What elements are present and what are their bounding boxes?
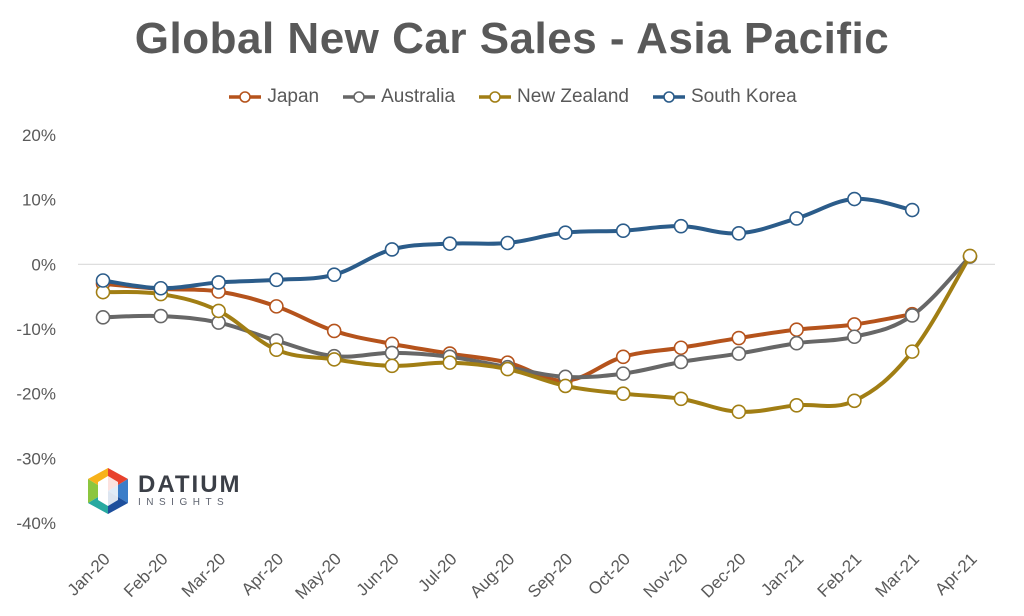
x-tick-label: Dec-20 (697, 549, 749, 601)
logo-name: DATIUM (138, 471, 242, 498)
data-point-south-korea (500, 235, 515, 251)
data-point-australia (904, 308, 920, 323)
data-point-japan (615, 349, 631, 365)
data-point-new-zealand (847, 393, 862, 409)
x-tick-label: Mar-21 (872, 549, 924, 601)
data-point-new-zealand (211, 303, 226, 319)
data-point-australia (731, 346, 747, 361)
data-point-new-zealand (673, 391, 689, 407)
data-point-new-zealand (269, 342, 284, 357)
data-point-south-korea (847, 191, 862, 207)
data-point-south-korea (95, 273, 111, 288)
data-point-south-korea (211, 275, 226, 290)
datium-logo-mark-icon (88, 468, 128, 514)
x-tick-label: Jun-20 (353, 549, 403, 599)
series-line-australia (101, 254, 972, 380)
x-tick-label: Feb-20 (120, 549, 172, 601)
legend: Japan Australia New Zealand South Korea (0, 86, 1024, 108)
x-tick-label: Apr-21 (931, 549, 981, 599)
legend-label: South Korea (691, 86, 797, 107)
y-tick-label: -30% (16, 449, 56, 468)
y-tick-label: 0% (31, 255, 56, 274)
x-tick-label: Jul-20 (414, 549, 460, 595)
legend-swatch (479, 91, 512, 103)
data-point-japan (673, 340, 689, 356)
data-point-new-zealand (615, 386, 631, 401)
data-point-south-korea (326, 267, 342, 282)
y-tick-label: 10% (22, 191, 56, 210)
data-point-south-korea (558, 225, 573, 240)
data-point-new-zealand (500, 361, 515, 377)
x-tick-label: Aug-20 (466, 549, 518, 601)
legend-swatch (653, 91, 685, 103)
data-point-south-korea (904, 202, 920, 218)
data-point-new-zealand (962, 248, 978, 264)
data-point-australia (95, 310, 111, 325)
x-tick-label: Nov-20 (640, 549, 692, 601)
legend-item-japan: Japan (227, 86, 319, 108)
logo-subtitle: INSIGHTS (138, 497, 230, 508)
y-tick-label: -20% (16, 385, 56, 404)
data-point-south-korea (731, 225, 747, 241)
data-point-japan (847, 317, 862, 332)
legend-label: Japan (267, 86, 320, 107)
x-tick-label: May-20 (292, 549, 346, 603)
data-point-new-zealand (442, 355, 458, 370)
data-point-new-zealand (904, 344, 920, 359)
data-point-australia (153, 308, 169, 324)
data-point-south-korea (153, 280, 169, 296)
data-point-new-zealand (326, 352, 342, 367)
datium-logo: DATIUM INSIGHTS (86, 466, 242, 516)
data-point-south-korea (615, 223, 631, 239)
x-tick-label: Feb-21 (814, 549, 866, 601)
data-point-australia (789, 335, 804, 351)
legend-item-australia: Australia (341, 86, 455, 108)
legend-label: Australia (381, 86, 456, 107)
data-point-south-korea (442, 236, 458, 251)
x-tick-label: Sep-20 (524, 549, 576, 601)
data-point-new-zealand (789, 398, 804, 413)
legend-swatch (229, 91, 262, 103)
y-tick-label: -10% (16, 320, 56, 339)
data-point-japan (326, 323, 342, 339)
data-point-australia (847, 329, 862, 345)
data-point-australia (673, 354, 689, 370)
data-point-japan (789, 322, 804, 337)
legend-label: New Zealand (517, 86, 629, 107)
data-point-australia (615, 366, 631, 381)
x-tick-label: Mar-20 (178, 549, 230, 601)
data-point-japan (269, 299, 284, 314)
y-tick-label: 20% (22, 126, 56, 145)
y-tick-label: -40% (16, 514, 56, 533)
chart-title: Global New Car Sales - Asia Pacific (134, 14, 890, 63)
data-point-south-korea (789, 211, 804, 226)
data-point-new-zealand (558, 378, 573, 394)
x-tick-label: Jan-21 (757, 549, 807, 599)
legend-swatch (343, 91, 376, 103)
data-point-south-korea (673, 218, 689, 234)
legend-item-south-korea: South Korea (651, 86, 797, 108)
x-tick-label: Apr-20 (238, 549, 288, 599)
data-point-south-korea (384, 242, 400, 257)
data-point-south-korea (269, 272, 284, 288)
data-point-new-zealand (731, 404, 747, 420)
data-point-new-zealand (384, 358, 400, 374)
x-tick-label: Oct-20 (585, 549, 635, 599)
series-line-new-zealand (101, 253, 972, 414)
x-tick-label: Jan-20 (64, 549, 114, 599)
data-point-australia (384, 345, 400, 361)
data-point-japan (731, 330, 747, 346)
legend-item-new-zealand: New Zealand (477, 86, 629, 108)
